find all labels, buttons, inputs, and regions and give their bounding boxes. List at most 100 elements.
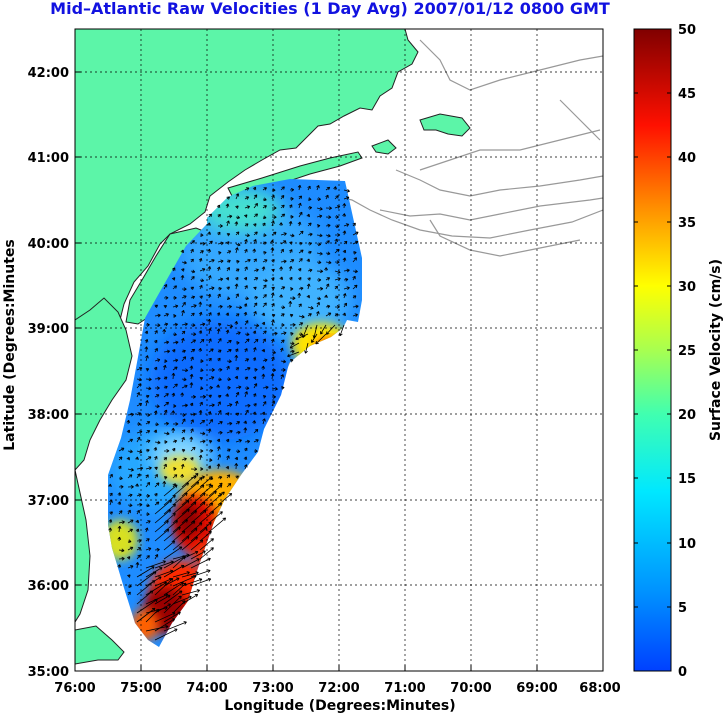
velocity-arrow: [154, 509, 172, 524]
velocity-arrow: [225, 312, 230, 317]
velocity-arrow: [334, 305, 340, 309]
velocity-arrow: [163, 595, 182, 614]
velocity-arrow: [189, 436, 194, 443]
velocity-arrow: [163, 526, 181, 542]
velocity-arrow: [163, 546, 183, 560]
velocity-arrow: [199, 338, 205, 344]
velocity-arrow: [253, 213, 258, 218]
velocity-arrow: [163, 349, 171, 354]
lon-tick-label: 76:00: [54, 681, 95, 696]
velocity-arrow: [171, 392, 176, 398]
velocity-arrow: [171, 372, 176, 380]
velocity-arrow: [325, 260, 332, 265]
velocity-arrow: [145, 608, 160, 623]
velocity-arrow: [190, 522, 203, 533]
velocity-arrow: [127, 503, 133, 508]
velocity-arrow: [126, 556, 131, 560]
velocity-arrow: [316, 286, 324, 291]
velocity-arrow: [199, 233, 204, 237]
velocity-arrow: [199, 359, 204, 363]
velocity-arrow: [252, 330, 257, 335]
velocity-arrow: [217, 259, 224, 264]
velocity-arrow: [261, 348, 266, 353]
velocity-arrow: [207, 248, 212, 254]
velocity-arrow: [253, 194, 258, 200]
velocity-arrow: [271, 368, 276, 372]
lat-tick-label: 42:00: [28, 66, 69, 81]
velocity-arrow: [181, 536, 198, 551]
lat-tick-label: 36:00: [28, 579, 69, 594]
velocity-arrow: [217, 304, 223, 309]
velocity-arrow: [253, 277, 259, 281]
velocity-arrow: [253, 286, 257, 291]
velocity-arrow: [343, 189, 350, 193]
velocity-arrow: [172, 322, 178, 327]
velocity-arrow: [199, 268, 206, 272]
velocity-arrow: [208, 357, 212, 362]
velocity-arrow: [289, 259, 295, 263]
velocity-arrow: [253, 403, 257, 407]
velocity-arrow: [118, 447, 125, 452]
velocity-arrow: [289, 249, 293, 254]
velocity-arrow: [279, 266, 284, 272]
velocity-arrow: [298, 230, 304, 236]
velocity-arrow: [163, 313, 169, 317]
velocity-arrow: [271, 277, 275, 281]
velocity-arrow: [234, 463, 239, 470]
velocity-arrow: [216, 438, 221, 443]
velocity-arrow: [117, 525, 122, 533]
velocity-arrow: [181, 501, 197, 515]
velocity-vectors: [108, 184, 359, 641]
velocity-arrow: [252, 248, 257, 254]
velocity-arrow: [235, 439, 242, 443]
velocity-arrow: [208, 448, 214, 453]
velocity-arrow: [316, 184, 320, 191]
velocity-arrow: [352, 257, 358, 263]
velocity-arrow: [153, 366, 158, 371]
velocity-arrow: [217, 349, 222, 353]
velocity-arrow: [199, 419, 206, 425]
velocity-arrow: [172, 348, 176, 353]
velocity-arrow: [244, 285, 248, 290]
velocity-arrow: [136, 430, 143, 434]
velocity-arrow: [271, 331, 278, 336]
velocity-arrow: [145, 512, 150, 516]
velocity-arrow: [136, 598, 158, 614]
velocity-arrow: [181, 309, 185, 317]
velocity-arrow: [234, 221, 239, 227]
velocity-arrow: [136, 422, 141, 426]
velocity-arrow: [136, 509, 140, 515]
velocity-arrow: [127, 509, 131, 515]
velocity-arrow: [118, 510, 123, 515]
colorbar-tick-label: 10: [678, 537, 696, 552]
velocity-arrow: [280, 213, 286, 218]
velocity-arrow: [252, 420, 257, 425]
velocity-arrow: [261, 373, 266, 380]
velocity-arrow: [235, 205, 239, 209]
velocity-arrow: [325, 223, 331, 228]
velocity-arrow: [199, 322, 206, 327]
velocity-arrow: [145, 474, 149, 479]
velocity-arrow: [154, 528, 170, 542]
velocity-arrow: [352, 250, 357, 255]
velocity-arrow: [154, 386, 160, 390]
velocity-arrow: [339, 324, 345, 337]
delmarva-coast: [75, 297, 133, 471]
velocity-arrow: [181, 260, 187, 265]
velocity-arrow: [244, 223, 249, 227]
velocity-arrow: [127, 467, 134, 472]
grid-lines: [75, 29, 603, 671]
colorbar-tick-label: 50: [678, 23, 696, 38]
velocity-arrow: [288, 300, 293, 308]
velocity-arrow: [271, 395, 277, 399]
velocity-arrow: [316, 224, 321, 228]
velocity-arrow: [226, 421, 233, 426]
velocity-arrow: [216, 312, 221, 317]
velocity-arrow: [172, 519, 188, 533]
lon-tick-label: 72:00: [318, 681, 359, 696]
velocity-arrow: [343, 223, 350, 227]
velocity-arrow: [325, 186, 331, 191]
velocity-arrow: [199, 449, 204, 453]
velocity-arrow: [199, 386, 204, 390]
velocity-arrow: [181, 558, 200, 569]
